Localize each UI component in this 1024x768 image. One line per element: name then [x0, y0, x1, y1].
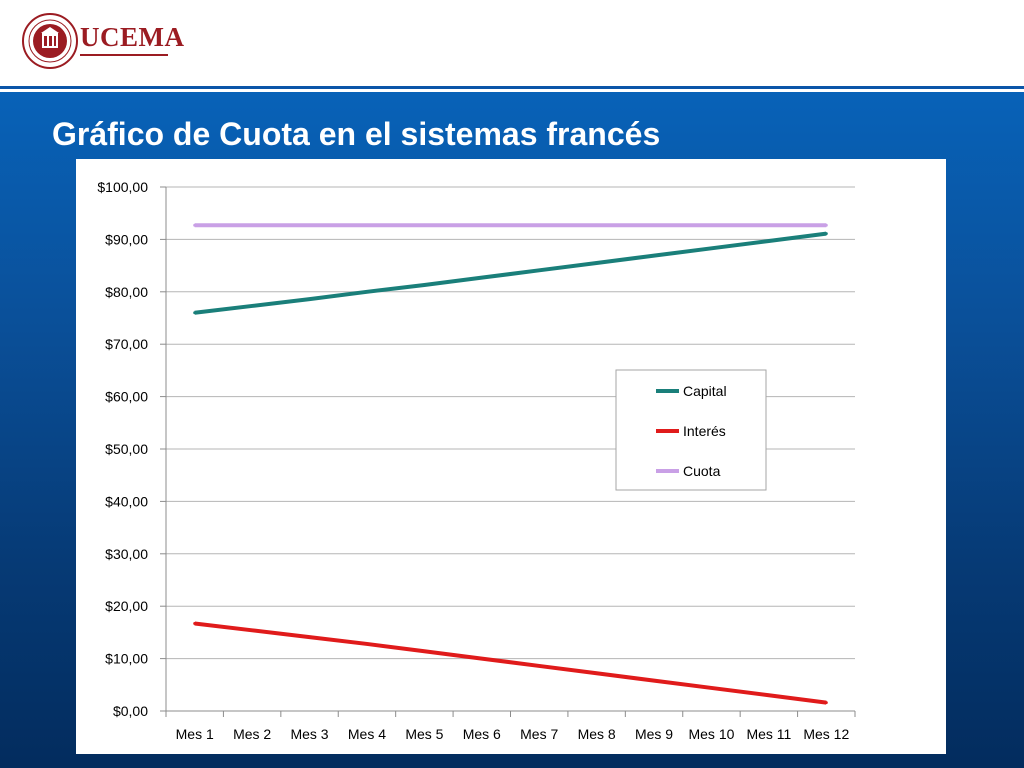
data-point [193, 621, 197, 625]
data-point [308, 223, 312, 227]
data-point [480, 223, 484, 227]
y-tick-label: $20,00 [105, 598, 148, 614]
x-tick-label: Mes 8 [578, 726, 616, 742]
brand-logo-text: UCEMA [80, 22, 185, 52]
x-tick-label: Mes 5 [405, 726, 443, 742]
data-point [365, 642, 369, 646]
data-point [652, 254, 656, 258]
data-point [824, 223, 828, 227]
data-point [422, 649, 426, 653]
legend [615, 369, 767, 491]
x-tick-label: Mes 3 [290, 726, 328, 742]
data-point [365, 223, 369, 227]
x-tick-label: Mes 2 [233, 726, 271, 742]
data-point [537, 223, 541, 227]
data-point [308, 635, 312, 639]
series-line-capital [194, 231, 827, 315]
y-tick-label: $90,00 [105, 231, 148, 247]
x-tick-label: Mes 11 [746, 726, 791, 742]
data-point [652, 679, 656, 683]
y-tick-label: $0,00 [113, 703, 148, 719]
y-tick-label: $40,00 [105, 493, 148, 509]
x-tick-label: Mes 1 [176, 726, 214, 742]
x-tick-label: Mes 12 [803, 726, 849, 742]
x-tick-label: Mes 4 [348, 726, 386, 742]
data-point [480, 276, 484, 280]
data-point [193, 223, 197, 227]
data-point [537, 664, 541, 668]
data-point [709, 223, 713, 227]
chart-container: $0,00 $10,00 $20,00 $30,00 $40,00 $50,00 $60,0… [76, 159, 946, 754]
data-point [308, 297, 312, 301]
line-chart: $0,00 $10,00 $20,00 $30,00 $40,00 $50,00 $60,0… [97, 179, 856, 742]
data-point [422, 283, 426, 287]
data-point [250, 628, 254, 632]
slide-header: UCEMA [0, 0, 1024, 86]
data-point [652, 223, 656, 227]
data-point [250, 223, 254, 227]
header-stripe [0, 86, 1024, 89]
x-tick-label: Mes 9 [635, 726, 673, 742]
y-tick-label: $30,00 [105, 546, 148, 562]
data-point [709, 246, 713, 250]
y-tick-label: $60,00 [105, 389, 148, 405]
y-tick-label: $10,00 [105, 651, 148, 667]
series-line-interés [194, 621, 827, 705]
data-point [767, 223, 771, 227]
data-point [824, 232, 828, 236]
data-point [709, 686, 713, 690]
data-point [767, 693, 771, 697]
legend-label: Interés [683, 423, 726, 439]
x-tick-label: Mes 10 [688, 726, 734, 742]
x-tick-label: Mes 6 [463, 726, 501, 742]
slide-title: Gráfico de Cuota en el sistemas francés [52, 116, 661, 152]
x-tick-label: Mes 7 [520, 726, 558, 742]
legend-label: Cuota [683, 463, 721, 479]
data-point [480, 657, 484, 661]
data-point [250, 304, 254, 308]
data-point [537, 268, 541, 272]
y-tick-label: $80,00 [105, 284, 148, 300]
data-point [595, 671, 599, 675]
data-point [422, 223, 426, 227]
brand-underline [80, 54, 168, 56]
y-tick-label: $50,00 [105, 441, 148, 457]
data-point [824, 701, 828, 705]
header-stripe-gap [0, 89, 1024, 92]
y-tick-label: $100,00 [97, 179, 148, 195]
y-tick-label: $70,00 [105, 336, 148, 352]
data-point [365, 290, 369, 294]
data-point [595, 223, 599, 227]
data-point [595, 261, 599, 265]
data-point [767, 239, 771, 243]
data-point [193, 311, 197, 315]
legend-label: Capital [683, 383, 727, 399]
university-seal-icon [22, 13, 78, 69]
